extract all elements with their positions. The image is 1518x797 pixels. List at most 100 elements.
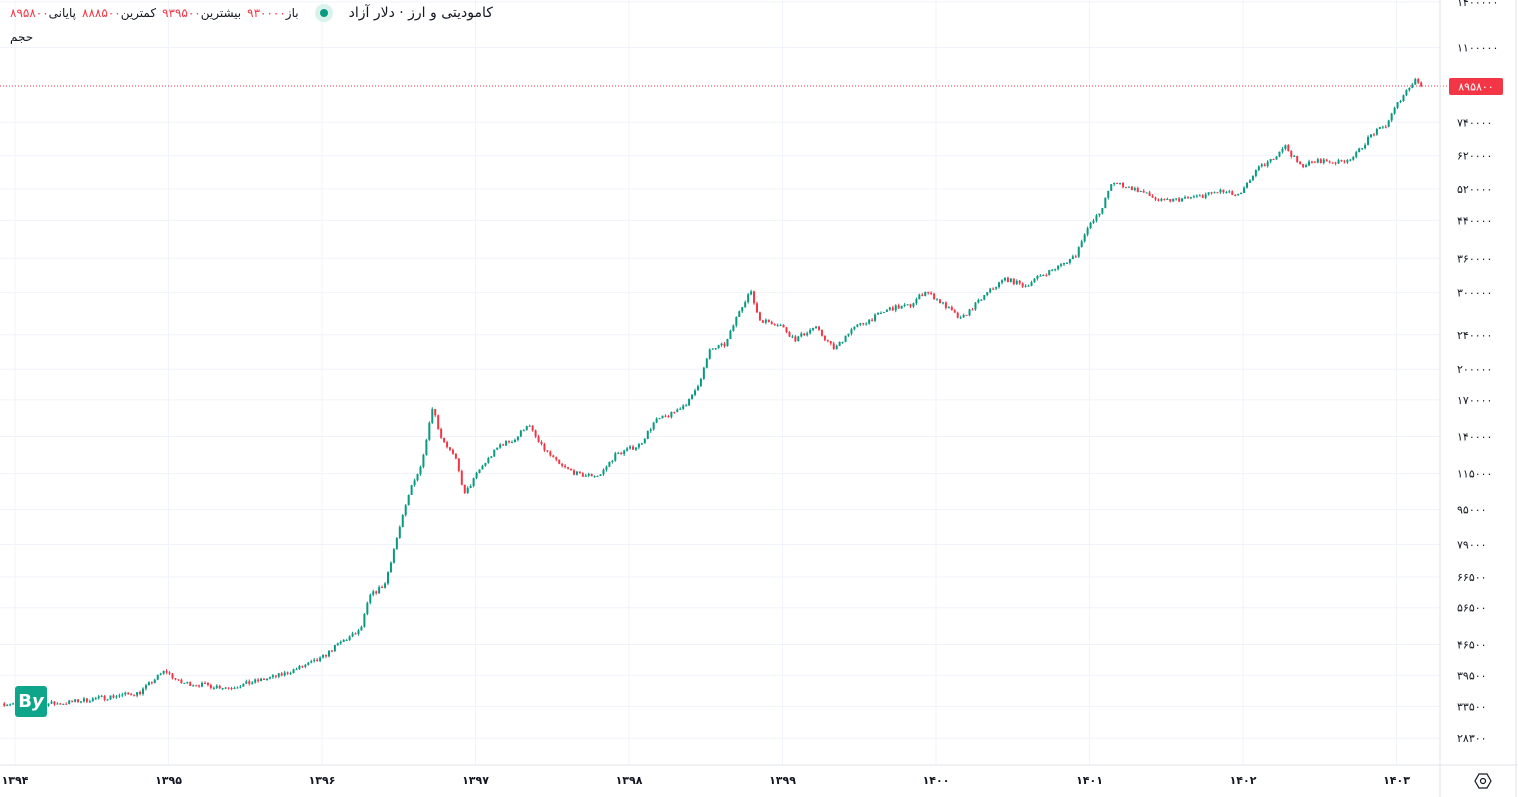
candle	[448, 447, 451, 452]
symbol-title[interactable]: کامودیتی و ارز · دلار آزاد	[348, 5, 493, 21]
candle	[838, 341, 841, 346]
candle	[1071, 254, 1074, 260]
settings-hexagon-icon[interactable]	[1474, 772, 1492, 790]
candle	[147, 681, 150, 686]
candle	[277, 672, 280, 679]
candle	[888, 306, 891, 312]
x-tick-label: ۱۳۹۸	[616, 774, 643, 787]
candle	[425, 438, 428, 456]
candle	[1012, 278, 1015, 286]
candle	[1231, 190, 1234, 196]
close-value: ۸۹۵۸۰۰	[10, 5, 49, 20]
candle	[921, 293, 924, 297]
candle	[1051, 269, 1054, 272]
candle	[177, 679, 180, 681]
candle	[1175, 198, 1178, 201]
candle	[1122, 181, 1125, 189]
candle	[1296, 155, 1299, 164]
candle	[623, 449, 626, 456]
candle	[295, 667, 298, 671]
candle	[283, 670, 286, 677]
candle	[407, 494, 410, 506]
candle	[392, 548, 395, 564]
candle	[546, 450, 549, 453]
candle	[1210, 191, 1213, 195]
candle	[71, 700, 74, 703]
candle	[218, 684, 221, 689]
candle	[387, 571, 390, 586]
price-axis[interactable]: ۱۴۰۰۰۰۰ ۱۱۰۰۰۰۰ ۷۴۰۰۰۰ ۶۲۰۰۰۰ ۵۲۰۰۰۰ ۴۴۰۰۰۰ ۳۶…	[1457, 0, 1498, 745]
candle	[1151, 194, 1154, 198]
candle	[384, 582, 387, 589]
low-value: ۸۸۸۵۰۰	[82, 5, 121, 20]
candle	[874, 313, 877, 323]
time-axis[interactable]: ۱۳۹۴ ۱۳۹۵ ۱۳۹۶ ۱۳۹۷ ۱۳۹۸ ۱۳۹۹ ۱۴۰۰ ۱۴۰۱ ۱۴۰۲ ۱۴۰۳	[2, 774, 1411, 787]
candle	[1101, 208, 1104, 215]
candle	[144, 683, 147, 691]
candle	[1414, 77, 1417, 86]
candle	[726, 338, 729, 347]
candle	[1364, 143, 1367, 150]
candle	[998, 281, 1001, 289]
candle	[1266, 160, 1269, 168]
candle	[688, 398, 691, 407]
candle	[1411, 82, 1414, 89]
candle	[443, 437, 446, 443]
candle	[153, 678, 156, 684]
candle	[1331, 162, 1334, 164]
candles	[3, 77, 1423, 707]
y-tick-label: ۳۳۵۰۰	[1457, 700, 1487, 713]
candle	[829, 340, 832, 346]
candle	[59, 702, 62, 705]
candle	[478, 469, 481, 474]
candle	[909, 303, 912, 309]
candle	[803, 332, 806, 336]
candle	[174, 677, 177, 681]
candle	[1399, 99, 1402, 104]
candle	[363, 612, 366, 628]
candle	[209, 683, 212, 690]
candle	[466, 486, 469, 494]
candle	[1402, 94, 1405, 102]
candle	[1039, 274, 1042, 277]
candle	[1243, 186, 1246, 193]
candle	[336, 642, 339, 646]
candle	[1062, 262, 1065, 266]
candle	[333, 644, 336, 652]
candle	[413, 478, 416, 487]
candle	[274, 675, 277, 679]
candle	[1254, 169, 1257, 178]
high-value: ۹۳۹۵۰۰	[162, 5, 201, 20]
x-tick-label: ۱۳۹۴	[2, 774, 29, 787]
candle	[437, 414, 440, 430]
candle	[959, 315, 962, 320]
candle	[460, 469, 463, 486]
y-tick-label: ۴۶۵۰۰	[1457, 638, 1487, 651]
candle	[1355, 150, 1358, 159]
candle	[685, 403, 688, 407]
x-tick-label: ۱۴۰۲	[1230, 774, 1257, 787]
candle	[894, 304, 897, 313]
candle	[280, 672, 283, 677]
volume-label[interactable]: حجم	[10, 30, 34, 44]
candle	[1337, 158, 1340, 164]
candle	[203, 681, 206, 684]
candle	[764, 318, 767, 325]
y-tick-label: ۳۶۰۰۰۰	[1457, 252, 1492, 265]
candle	[729, 329, 732, 340]
candle	[236, 686, 239, 689]
candle	[626, 446, 629, 452]
close-label: پایانی	[48, 5, 77, 20]
candle	[941, 301, 944, 305]
candle	[977, 298, 980, 304]
candle	[496, 447, 499, 451]
candle	[791, 334, 794, 339]
candle	[968, 308, 971, 317]
candle	[670, 411, 673, 419]
high-label: بیشترین	[200, 5, 242, 20]
candle	[357, 628, 360, 636]
candle	[841, 341, 844, 344]
candle	[1198, 194, 1201, 197]
